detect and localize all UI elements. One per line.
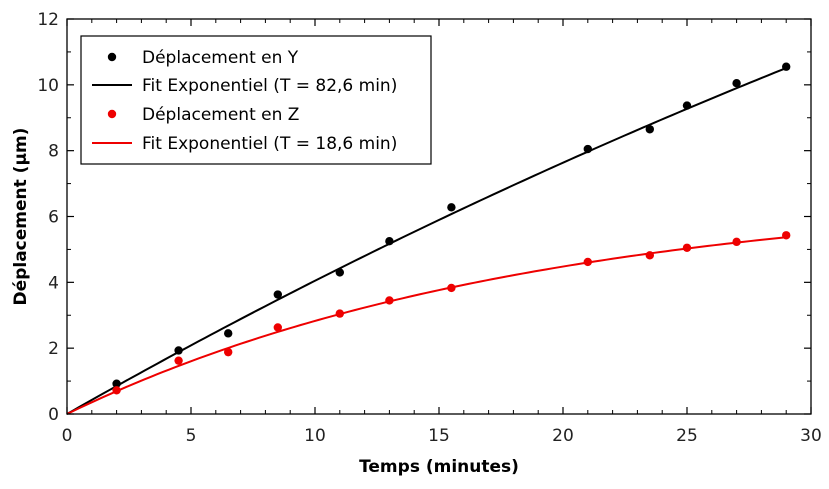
y-tick-label: 6 <box>48 208 59 228</box>
legend-point-marker <box>107 109 117 119</box>
data-point <box>447 283 456 293</box>
legend: Déplacement en Y Fit Exponentiel (T = 82,… <box>80 35 432 165</box>
data-point <box>112 386 121 395</box>
legend-box <box>80 35 432 165</box>
data-point <box>335 268 344 277</box>
x-axis-title: Temps (minutes) <box>359 457 519 477</box>
data-point <box>174 356 183 365</box>
legend-label: Fit Exponentiel (T = 18,6 min) <box>142 134 397 154</box>
y-tick-label: 4 <box>48 273 59 293</box>
data-point <box>682 101 692 110</box>
legend-label: Déplacement en Z <box>142 105 299 125</box>
x-tick-label: 5 <box>186 426 197 446</box>
data-point <box>732 237 741 247</box>
tick-labels: 0 5 10 15 20 25 30 0 2 4 6 8 10 12 <box>37 10 821 446</box>
data-point <box>273 323 282 332</box>
data-point <box>385 296 394 305</box>
data-point <box>224 329 233 338</box>
data-points <box>112 62 791 395</box>
data-point <box>583 144 592 154</box>
fit-line <box>66 236 787 415</box>
fit-line <box>66 67 787 415</box>
legend-label: Déplacement en Y <box>142 48 299 68</box>
data-point <box>335 309 344 318</box>
data-point <box>782 231 791 240</box>
data-point <box>385 236 394 246</box>
fit-lines <box>66 67 787 415</box>
y-tick-label: 8 <box>48 142 59 162</box>
legend-point-marker <box>107 52 117 62</box>
data-point <box>112 379 121 388</box>
data-point <box>682 243 692 252</box>
y-tick-label: 2 <box>48 339 59 359</box>
legend-label: Fit Exponentiel (T = 82,6 min) <box>142 76 397 96</box>
data-point <box>447 203 456 212</box>
data-point <box>583 257 592 267</box>
data-point <box>273 290 282 299</box>
data-point <box>645 125 654 134</box>
data-point <box>782 62 791 71</box>
y-axis-title: Déplacement (µm) <box>11 128 31 306</box>
x-tick-label: 15 <box>428 426 450 446</box>
y-tick-label: 0 <box>48 405 59 425</box>
y-tick-label: 10 <box>37 76 59 96</box>
y-tick-label: 12 <box>37 10 59 30</box>
axis-ticks <box>66 18 812 415</box>
x-tick-label: 25 <box>676 426 698 446</box>
data-point <box>174 346 183 355</box>
data-point <box>224 347 233 357</box>
x-tick-label: 30 <box>800 426 822 446</box>
data-point <box>732 78 741 88</box>
x-tick-label: 20 <box>552 426 574 446</box>
x-tick-label: 0 <box>62 426 73 446</box>
data-point <box>645 251 654 260</box>
x-tick-label: 10 <box>304 426 326 446</box>
